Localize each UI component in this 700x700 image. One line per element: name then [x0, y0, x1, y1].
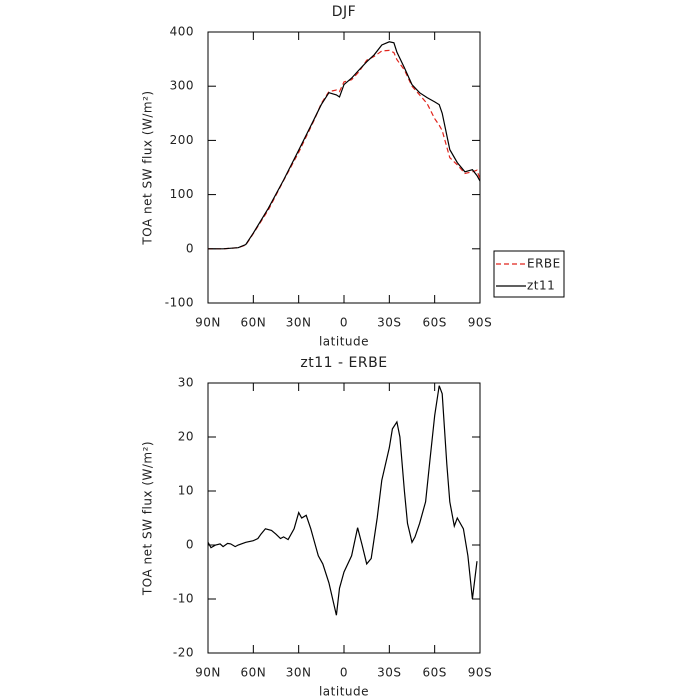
plot-frame — [207, 31, 481, 304]
x-tick-label: 30N — [286, 666, 312, 680]
y-tick-label: -20 — [173, 646, 194, 660]
x-tick-label: 90S — [468, 316, 492, 330]
plot-frame — [207, 382, 481, 654]
y-tick-label: -10 — [173, 592, 194, 606]
chart-title: DJF — [332, 4, 356, 20]
y-tick-label: 0 — [186, 538, 194, 552]
x-tick-label: 0 — [340, 666, 348, 680]
y-tick-label: 300 — [170, 79, 194, 93]
y-tick-label: 100 — [170, 187, 194, 201]
y-tick-label: 20 — [178, 430, 194, 444]
data-line — [208, 49, 481, 250]
legend-box — [493, 250, 565, 298]
y-tick-label: 30 — [178, 376, 194, 390]
legend-label: ERBE — [527, 257, 561, 271]
y-tick-label: 10 — [178, 484, 194, 498]
data-line — [208, 41, 481, 250]
y-tick-label: 200 — [170, 133, 194, 147]
y-tick-label: -100 — [165, 296, 194, 310]
y-axis-label: TOA net SW flux (W/m²) — [141, 441, 155, 596]
chart-title: zt11 - ERBE — [300, 355, 387, 371]
x-tick-label: 90S — [468, 666, 492, 680]
x-tick-label: 30N — [286, 316, 312, 330]
x-tick-label: 30S — [377, 316, 401, 330]
x-tick-label: 60S — [422, 666, 446, 680]
x-tick-label: 30S — [377, 666, 401, 680]
y-axis-label: TOA net SW flux (W/m²) — [141, 90, 155, 245]
x-tick-label: 90N — [195, 316, 221, 330]
y-tick-label: 400 — [170, 25, 194, 39]
x-axis-label: latitude — [319, 335, 369, 349]
legend-label: zt11 — [527, 279, 555, 293]
data-line — [207, 385, 478, 616]
x-tick-label: 60S — [422, 316, 446, 330]
x-tick-label: 60N — [240, 666, 266, 680]
x-tick-label: 60N — [240, 316, 266, 330]
x-tick-label: 0 — [340, 316, 348, 330]
x-axis-label: latitude — [319, 685, 369, 699]
y-tick-label: 0 — [186, 241, 194, 255]
x-tick-label: 90N — [195, 666, 221, 680]
